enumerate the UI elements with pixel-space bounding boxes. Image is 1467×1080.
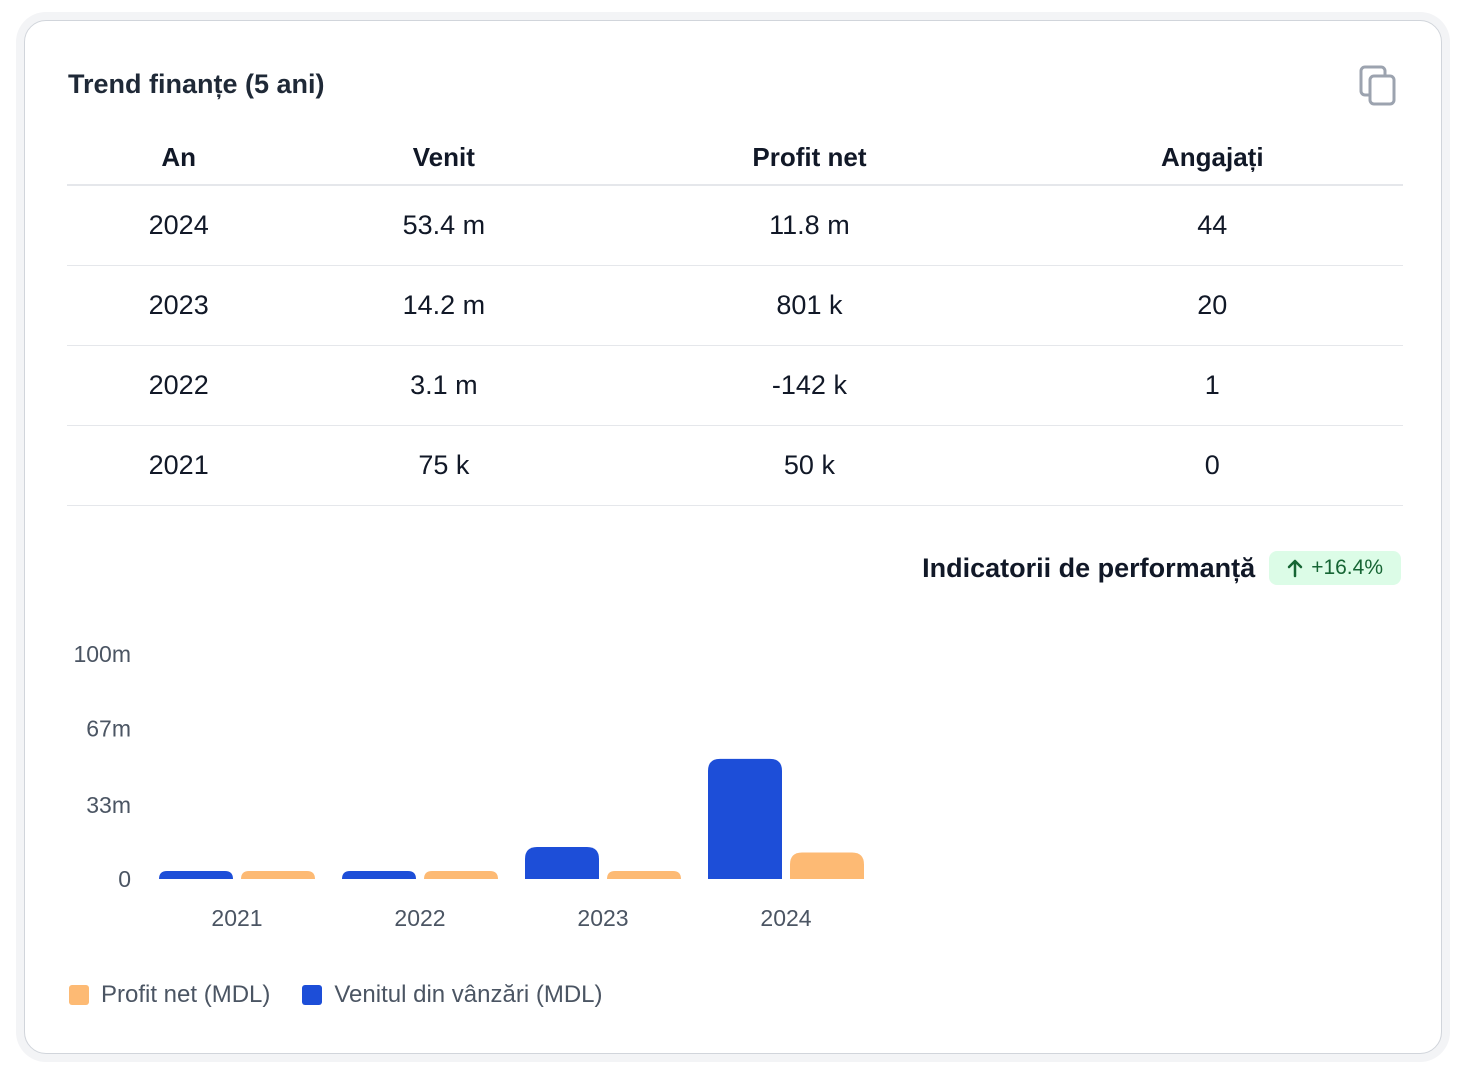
table-cell: -142 k [597, 345, 1022, 426]
bar-net-profit-2023[interactable] [607, 871, 681, 879]
copy-icon[interactable] [1359, 65, 1399, 107]
y-tick-label: 0 [118, 866, 131, 892]
column-header-net-profit: Profit net [597, 131, 1022, 186]
performance-header: Indicatorii de performanță +16.4% [922, 551, 1401, 585]
table-cell: 2023 [67, 265, 291, 346]
table-cell: 11.8 m [597, 185, 1022, 266]
legend-label-net-profit: Profit net (MDL) [101, 981, 271, 1008]
column-header-revenue: Venit [290, 131, 598, 186]
table-cell: 20 [1021, 265, 1403, 346]
y-tick-label: 67m [86, 715, 131, 741]
legend-swatch-revenue [302, 985, 323, 1005]
bar-revenue-2022[interactable] [342, 871, 416, 879]
bar-revenue-2023[interactable] [525, 847, 599, 879]
arrow-up-icon [1287, 559, 1303, 578]
bar-net-profit-2022[interactable] [424, 871, 498, 879]
bar-revenue-2024[interactable] [708, 758, 782, 879]
table-cell: 0 [1021, 425, 1403, 506]
y-tick-label: 33m [86, 792, 131, 818]
table-row: 2024 53.4 m 11.8 m 44 [67, 185, 1403, 266]
table-cell: 2021 [67, 425, 291, 506]
table-cell: 1 [1021, 345, 1403, 426]
x-tick-label: 2022 [394, 905, 445, 931]
card-title: Trend finanțe (5 ani) [68, 69, 325, 99]
legend-item-net-profit[interactable]: Profit net (MDL) [69, 981, 270, 1009]
growth-badge-value: +16.4% [1311, 556, 1383, 579]
table-cell: 50 k [597, 425, 1022, 506]
bar-net-profit-2024[interactable] [790, 852, 864, 879]
performance-title: Indicatorii de performanță [922, 552, 1256, 583]
x-tick-label: 2023 [577, 905, 628, 931]
revenue-profit-bar-chart: 0 33m 67m 100m 2021 2022 2023 2024 [73, 641, 864, 931]
column-header-year: An [67, 131, 291, 186]
legend-label-revenue: Venitul din vânzări (MDL) [334, 981, 603, 1008]
legend-item-revenue[interactable]: Venitul din vânzări (MDL) [302, 981, 603, 1009]
table-cell: 14.2 m [290, 265, 598, 346]
table-cell: 2022 [67, 345, 291, 426]
x-tick-label: 2021 [211, 905, 262, 931]
legend-swatch-net-profit [69, 985, 89, 1005]
table-row: 2021 75 k 50 k 0 [67, 425, 1403, 506]
y-tick-label: 100m [73, 641, 131, 667]
column-header-employees: Angajați [1021, 131, 1403, 186]
table-cell: 2024 [67, 185, 291, 266]
table-row: 2022 3.1 m -142 k 1 [67, 345, 1403, 426]
chart-legend: Profit net (MDL) Venitul din vânzări (MD… [69, 981, 603, 1009]
bar-net-profit-2021[interactable] [241, 871, 315, 879]
table-cell: 801 k [597, 265, 1022, 346]
x-tick-label: 2024 [760, 905, 811, 931]
table-row: 2023 14.2 m 801 k 20 [67, 265, 1403, 346]
table-cell: 3.1 m [290, 345, 598, 426]
finance-table: An Venit Profit net Angajați 2024 53.4 m… [67, 131, 1403, 506]
table-header-row: An Venit Profit net Angajați [67, 131, 1403, 186]
bar-revenue-2021[interactable] [159, 871, 233, 879]
table-cell: 75 k [290, 425, 598, 506]
table-cell: 44 [1021, 185, 1403, 266]
table-cell: 53.4 m [290, 185, 598, 266]
finance-trend-card: Trend finanțe (5 ani) An Venit Profit ne… [24, 20, 1442, 1054]
growth-badge: +16.4% [1269, 551, 1401, 585]
